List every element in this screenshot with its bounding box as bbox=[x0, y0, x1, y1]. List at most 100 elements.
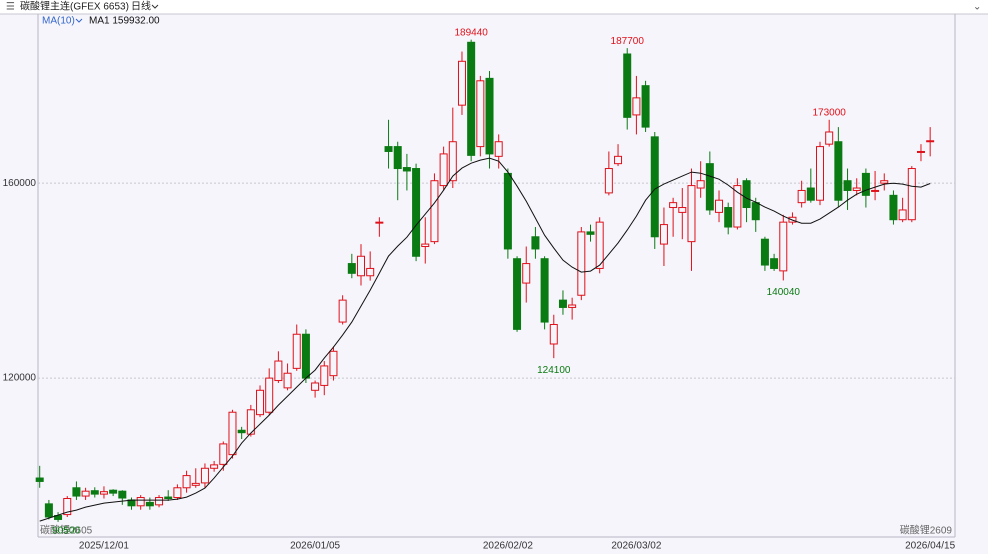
candle-body bbox=[182, 475, 191, 489]
period-selector[interactable]: 日线 bbox=[131, 0, 151, 13]
contract-label: 碳酸锂2609 bbox=[900, 524, 953, 537]
candle-body bbox=[191, 482, 200, 486]
candle-body bbox=[292, 333, 301, 369]
candle-body bbox=[81, 490, 90, 497]
candle-body bbox=[301, 333, 310, 379]
candle-body bbox=[200, 467, 209, 484]
candle-body bbox=[522, 263, 531, 284]
candle-body bbox=[650, 136, 659, 238]
candle-body bbox=[669, 202, 678, 209]
candle-body bbox=[843, 180, 852, 191]
candle-body bbox=[907, 168, 916, 221]
candle-body bbox=[109, 489, 118, 494]
low-label: 124100 bbox=[537, 365, 571, 376]
candle-body bbox=[421, 243, 430, 248]
candle-body bbox=[558, 299, 567, 308]
candle-body bbox=[219, 443, 228, 465]
menu-icon[interactable]: ☰ bbox=[6, 2, 15, 13]
candle-body bbox=[880, 180, 889, 184]
candle-body bbox=[412, 168, 421, 257]
period-dropdown[interactable] bbox=[151, 4, 159, 9]
candle-body bbox=[586, 231, 595, 235]
candle-body bbox=[623, 53, 632, 118]
candle-body bbox=[357, 255, 365, 277]
candle-body bbox=[136, 497, 145, 507]
x-tick-label: 2025/12/01 bbox=[79, 541, 129, 552]
low-label: 140040 bbox=[767, 287, 801, 298]
chart-title: 碳酸锂主连(GFEX 6653) bbox=[20, 0, 129, 13]
candle-body bbox=[320, 365, 329, 386]
candle-body bbox=[90, 490, 99, 495]
candle-body bbox=[852, 187, 861, 191]
candle-body bbox=[568, 304, 577, 308]
candle-body bbox=[595, 221, 604, 269]
candle-body bbox=[274, 360, 283, 382]
collapse-icon[interactable]: ⌄ bbox=[973, 2, 981, 13]
candle-body bbox=[173, 487, 182, 499]
x-tick-label: 2026/02/02 bbox=[483, 541, 533, 552]
indicator-dropdown[interactable] bbox=[75, 18, 83, 23]
candle-body bbox=[779, 221, 788, 272]
candle-body bbox=[448, 141, 457, 182]
x-tick-label: 2026/04/15 bbox=[905, 541, 955, 552]
candle-body bbox=[44, 503, 53, 518]
candle-body bbox=[724, 207, 733, 228]
header-bar bbox=[0, 0, 988, 14]
candle-body bbox=[256, 389, 265, 416]
candle-body bbox=[696, 180, 705, 189]
candle-body bbox=[632, 97, 641, 116]
candle-body bbox=[797, 189, 806, 204]
candle-body bbox=[347, 263, 356, 274]
high-label: 189440 bbox=[454, 27, 488, 38]
candle-body bbox=[540, 258, 549, 323]
candle-body bbox=[577, 231, 586, 296]
candle-body bbox=[494, 141, 503, 157]
y-tick-label: 160000 bbox=[3, 178, 37, 189]
candle-body bbox=[485, 77, 494, 155]
candle-body bbox=[439, 153, 448, 187]
candle-body bbox=[705, 163, 714, 211]
candle-body bbox=[246, 409, 255, 435]
candle-body bbox=[283, 372, 292, 389]
candle-body bbox=[476, 80, 485, 148]
candle-body bbox=[329, 350, 338, 377]
candle-body bbox=[733, 185, 742, 228]
indicator-name[interactable]: MA(10) bbox=[42, 16, 75, 27]
candle-body bbox=[467, 41, 476, 156]
candle-body bbox=[871, 189, 880, 192]
candle-body bbox=[916, 150, 925, 153]
candle-body bbox=[770, 258, 779, 269]
candle-body bbox=[63, 497, 72, 516]
candle-body bbox=[338, 299, 347, 323]
candle-body bbox=[35, 477, 44, 482]
candle-body bbox=[806, 187, 815, 201]
candle-body bbox=[678, 207, 687, 213]
candle-body bbox=[430, 180, 439, 243]
candle-body bbox=[742, 180, 751, 209]
candle-body bbox=[228, 411, 237, 456]
candle-body bbox=[834, 141, 843, 201]
candle-body bbox=[715, 199, 724, 213]
candle-body bbox=[265, 377, 274, 413]
candle-body bbox=[898, 209, 907, 221]
candle-body bbox=[861, 172, 870, 196]
contract-label: 碳酸锂2605 bbox=[40, 524, 93, 537]
candle-body bbox=[889, 194, 898, 221]
candle-body bbox=[825, 131, 834, 145]
candle-body bbox=[384, 146, 393, 152]
candle-body bbox=[503, 172, 512, 250]
candle-body bbox=[164, 496, 173, 499]
candle-body bbox=[614, 155, 623, 165]
candle-body bbox=[366, 267, 375, 277]
low-label: 90500 bbox=[52, 526, 80, 537]
candle-body bbox=[926, 140, 935, 143]
candle-body bbox=[118, 490, 127, 499]
candle-body bbox=[457, 60, 466, 106]
y-tick-label: 120000 bbox=[3, 373, 37, 384]
candle-body bbox=[751, 202, 760, 221]
candle-body bbox=[145, 501, 154, 507]
candle-body bbox=[513, 258, 522, 330]
x-tick-label: 2026/03/02 bbox=[611, 541, 661, 552]
candle-body bbox=[641, 85, 650, 128]
